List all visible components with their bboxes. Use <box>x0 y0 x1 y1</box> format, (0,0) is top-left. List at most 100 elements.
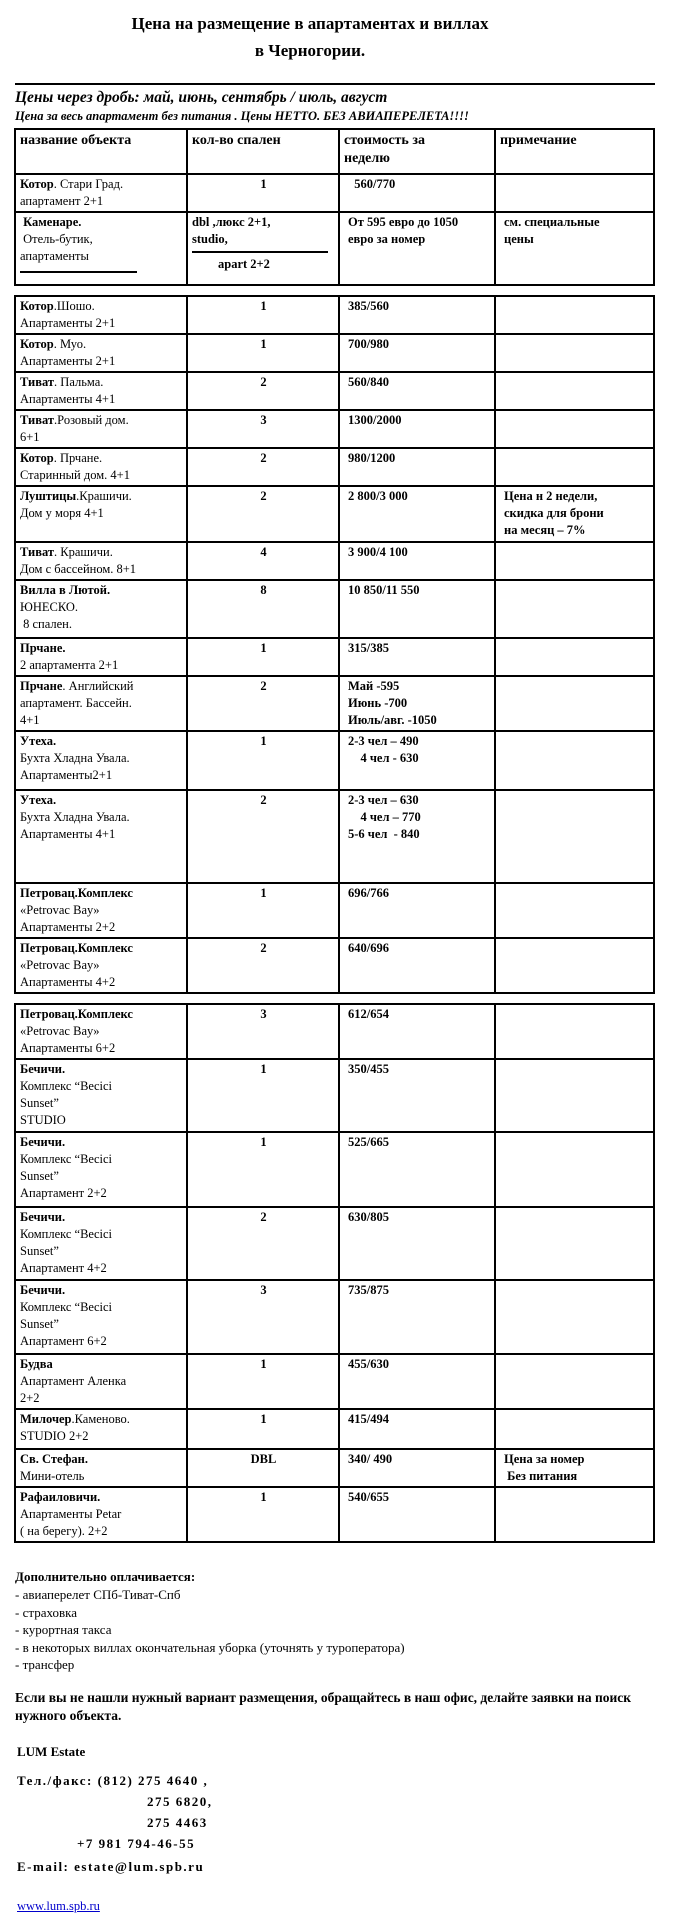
note-cell <box>494 173 655 213</box>
cell-line: 696/766 <box>348 886 389 900</box>
cell-line: 8 <box>260 583 267 597</box>
cell-line: Утеха. <box>20 793 57 807</box>
cell-line: Бухта Хладна Увала. <box>20 751 130 765</box>
cell-line: Тиват. Крашичи. <box>20 545 113 559</box>
cell-line: ЮНЕСКО. <box>20 600 79 614</box>
phone-line: 275 6820, <box>147 1793 213 1809</box>
cell-line: 350/455 <box>348 1062 389 1076</box>
extras-heading: Дополнительно оплачивается: <box>15 1569 196 1584</box>
note-cell: Цена за номер Без питания <box>494 1448 655 1488</box>
cell-line: STUDIO <box>20 1113 66 1127</box>
cell-line: Апартаменты 2+1 <box>20 354 116 368</box>
cell-line: 540/655 <box>348 1490 389 1504</box>
cell-line: 630/805 <box>348 1210 389 1224</box>
note-cell <box>494 409 655 449</box>
cell-line: Бухта Хладна Увала. <box>20 810 130 824</box>
phone-block: Тел./факс: (812) 275 4640 , 275 6820, 275 … <box>17 1770 690 1854</box>
cell-line: Прчане. Английский <box>20 679 134 693</box>
price-table-section-1: название объекта кол-во спален стоимость з… <box>14 128 655 286</box>
bedrooms-cell: 4 <box>186 541 340 581</box>
price-disclaimer: Цена за весь апартамент без питания . Це… <box>15 109 469 123</box>
note-cell <box>494 730 655 791</box>
bedrooms-cell: 1 <box>186 1131 340 1208</box>
cell-line: 2-3 чел – 630 <box>348 793 419 807</box>
table-row: Милочер.Каменово. STUDIO 2+2 1 415/494 <box>14 1408 655 1450</box>
cell-line: 1 <box>260 337 267 351</box>
price-legend: Цены через дробь: май, июнь, сентябрь / … <box>15 89 388 106</box>
cell-line: Котор.Шошо. <box>20 299 95 313</box>
table-row: Утеха. Бухта Хладна Увала. Апартаменты 4+1… <box>14 789 655 884</box>
cell-line: апартамент 2+1 <box>20 194 104 208</box>
extras-item: - страховка <box>15 1604 77 1620</box>
page-title-line2: в Черногории. <box>254 41 366 60</box>
cell-line: Мини-отель <box>20 1469 85 1483</box>
table-row: Котор. Стари Град. апартамент 2+1 1 560/77… <box>14 173 655 213</box>
cell-line: Апартаменты Petar <box>20 1507 122 1521</box>
bedrooms-cell: dbl ,люкс 2+1, studio, apart 2+2 <box>186 211 340 286</box>
table-row: Прчане. Английский апартамент. Бассейн. 4+… <box>14 675 655 732</box>
bedrooms-cell: 1 <box>186 1408 340 1450</box>
bedrooms-cell: 3 <box>186 409 340 449</box>
weekly-price-cell: 415/494 <box>338 1408 496 1450</box>
cell-line: Sunset” <box>20 1096 59 1110</box>
cell-line: Тиват.Розовый дом. <box>20 413 129 427</box>
object-name-cell: Прчане. 2 апартамента 2+1 <box>14 637 188 677</box>
weekly-price-cell: 696/766 <box>338 882 496 939</box>
phone-line: Тел./факс: (812) 275 4640 , <box>17 1772 209 1788</box>
object-name-cell: Котор. Муо. Апартаменты 2+1 <box>14 333 188 373</box>
cell-line: Прчане. <box>20 641 66 655</box>
object-name-cell: Прчане. Английский апартамент. Бассейн. 4+… <box>14 675 188 732</box>
weekly-price-cell: 735/875 <box>338 1279 496 1355</box>
cell-line: Sunset” <box>20 1244 59 1258</box>
note-cell <box>494 937 655 994</box>
note-cell <box>494 579 655 639</box>
weekly-price-cell: 2-3 чел – 630 4 чел – 770 5-6 чел - 840 <box>338 789 496 884</box>
note-cell <box>494 1206 655 1281</box>
cell-line: см. специальные <box>504 215 600 229</box>
cell-line: Бечичи. <box>20 1062 66 1076</box>
website-link[interactable]: www.lum.spb.ru <box>17 1898 100 1913</box>
note-cell: см. специальные цены <box>494 211 655 286</box>
object-name-cell: Каменаре. Отель-бутик, апартаменты <box>14 211 188 286</box>
weekly-price-cell: 525/665 <box>338 1131 496 1208</box>
object-name-cell: Тиват. Пальма. Апартаменты 4+1 <box>14 371 188 411</box>
cell-line: «Petrovac Bay» <box>20 903 100 917</box>
object-name-cell: Котор. Стари Град. апартамент 2+1 <box>14 173 188 213</box>
bedrooms-cell: 2 <box>186 371 340 411</box>
cell-line: Бечичи. <box>20 1135 66 1149</box>
cell-line: 980/1200 <box>348 451 396 465</box>
table-row: Тиват.Розовый дом. 6+1 3 1300/2000 <box>14 409 655 449</box>
cell-line: Июль/авг. -1050 <box>348 713 437 727</box>
cell-line: 2 апартамента 2+1 <box>20 658 119 672</box>
note-cell <box>494 1486 655 1543</box>
cell-line: 2-3 чел – 490 <box>348 734 419 748</box>
header-row: название объекта кол-во спален стоимость з… <box>14 128 655 175</box>
object-name-cell: Бечичи. Комплекс “Becici Sunset” STUDIO <box>14 1058 188 1133</box>
object-name-cell: Будва Апартамент Аленка 2+2 <box>14 1353 188 1410</box>
bedrooms-cell: 1 <box>186 882 340 939</box>
cell-line: апартамент. Бассейн. <box>20 696 132 710</box>
extras-item: - трансфер <box>15 1657 75 1672</box>
cell-line: 10 850/11 550 <box>348 583 420 597</box>
column-header-3: примечание <box>494 128 655 175</box>
cell-line: 2 <box>260 793 267 807</box>
weekly-price-cell: От 595 евро до 1050 евро за номер <box>338 211 496 286</box>
bedrooms-cell: 1 <box>186 1353 340 1410</box>
object-name-cell: Рафаиловичи. Апартаменты Petar ( на берегу… <box>14 1486 188 1543</box>
cell-line: «Petrovac Bay» <box>20 1024 100 1038</box>
object-name-cell: Тиват.Розовый дом. 6+1 <box>14 409 188 449</box>
cell-line: Будва <box>20 1357 53 1371</box>
cell-line: Апартамент 4+2 <box>20 1261 107 1275</box>
company-name: LUM Estate <box>17 1743 86 1759</box>
cell-line: Апартамент Аленка <box>20 1374 127 1388</box>
cell-line: 1 <box>260 734 267 748</box>
bedrooms-cell: 1 <box>186 1486 340 1543</box>
table-row: Бечичи. Комплекс “Becici Sunset” STUDIO 1 350… <box>14 1058 655 1133</box>
cell-line: studio, <box>192 231 328 253</box>
cell-line: 1 <box>260 886 267 900</box>
weekly-price-cell: 640/696 <box>338 937 496 994</box>
table-row: Петровац.Комплекс «Petrovac Bay» Апартамен… <box>14 1003 655 1060</box>
table-row: Бечичи. Комплекс “Becici Sunset” Апартамент… <box>14 1206 655 1281</box>
object-name-cell: Бечичи. Комплекс “Becici Sunset” Апартамент… <box>14 1131 188 1208</box>
